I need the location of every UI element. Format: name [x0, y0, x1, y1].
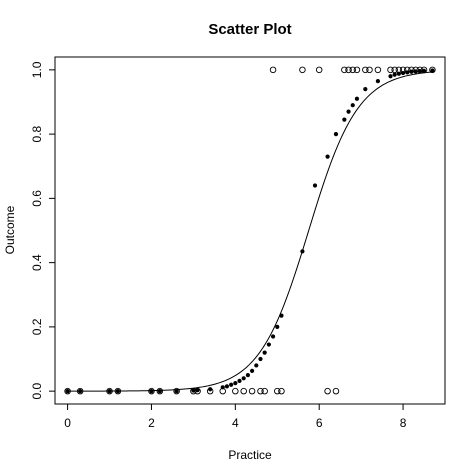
- fitted-point: [220, 385, 225, 390]
- observed-point: [257, 387, 264, 395]
- fitted-point: [430, 68, 435, 73]
- observed-point: [232, 387, 239, 395]
- fitted-point: [346, 109, 351, 114]
- fitted-point: [266, 342, 271, 347]
- fitted-point: [400, 70, 406, 76]
- fitted-point: [78, 389, 83, 394]
- fit-curve-line: [67, 71, 433, 392]
- fitted-point: [174, 389, 179, 394]
- fitted-point: [249, 368, 255, 374]
- fitted-point: [409, 69, 414, 74]
- observed-point: [349, 66, 356, 74]
- observed-point: [64, 387, 71, 395]
- fitted-point: [224, 384, 230, 389]
- fitted-point: [195, 388, 200, 393]
- observed-point: [324, 387, 331, 395]
- x-axis-title: Practice: [228, 448, 272, 462]
- fitted-point: [396, 71, 401, 76]
- fitted-point: [107, 389, 112, 394]
- observed-point: [362, 66, 369, 74]
- observed-point: [156, 387, 164, 395]
- fit-curve-layer: [67, 71, 433, 392]
- observed-point: [148, 387, 155, 395]
- observed-point: [429, 66, 436, 74]
- points-layer: [64, 66, 436, 395]
- y-tick-label: 0.8: [30, 125, 44, 142]
- fitted-point: [149, 389, 154, 394]
- fitted-point: [229, 382, 234, 387]
- y-tick-label: 0.4: [30, 254, 44, 271]
- observed-point: [366, 66, 373, 74]
- fitted-point: [191, 388, 196, 393]
- observed-point: [299, 66, 306, 74]
- observed-point: [353, 66, 361, 74]
- fitted-point: [405, 70, 410, 75]
- x-tick-label: 8: [400, 416, 407, 430]
- observed-point: [114, 387, 122, 395]
- fitted-point: [325, 154, 330, 159]
- observed-point: [261, 387, 268, 395]
- observed-point: [278, 387, 285, 395]
- x-axis: 0 2 4 6 8: [64, 403, 407, 430]
- fitted-point: [342, 117, 347, 122]
- observed-point: [341, 66, 348, 74]
- fitted-point: [421, 68, 427, 73]
- fitted-point: [300, 249, 305, 254]
- observed-point: [76, 387, 84, 395]
- fitted-point: [392, 72, 397, 77]
- observed-point: [345, 66, 352, 74]
- observed-point: [387, 66, 394, 74]
- chart-title: Scatter Plot: [208, 21, 291, 38]
- fitted-point: [363, 87, 368, 92]
- fitted-point: [262, 350, 267, 355]
- y-tick-label: 0.2: [30, 318, 44, 335]
- y-tick-label: 0.6: [30, 190, 44, 207]
- x-tick-label: 6: [316, 416, 323, 430]
- fitted-point: [115, 389, 121, 394]
- fitted-point: [258, 356, 263, 362]
- fitted-point: [241, 376, 246, 381]
- observed-point: [274, 387, 281, 395]
- y-axis-title: Outcome: [3, 205, 17, 254]
- observed-point: [173, 387, 180, 395]
- observed-point: [248, 387, 256, 395]
- fitted-point: [157, 389, 162, 394]
- y-tick-label: 0.0: [30, 382, 44, 399]
- fitted-point: [388, 74, 393, 79]
- x-tick-label: 2: [148, 416, 155, 430]
- fitted-point: [312, 183, 318, 188]
- fitted-point: [413, 69, 418, 74]
- fitted-point: [417, 69, 422, 74]
- fitted-point: [254, 363, 259, 368]
- x-tick-label: 0: [64, 416, 71, 430]
- fitted-point: [350, 103, 355, 108]
- observed-point: [240, 387, 247, 395]
- observed-point: [332, 387, 340, 395]
- x-tick-label: 4: [232, 416, 239, 430]
- observed-point: [315, 66, 323, 74]
- fitted-point: [233, 381, 238, 386]
- fitted-point: [375, 78, 381, 84]
- fitted-point: [270, 334, 276, 339]
- fitted-point: [245, 372, 251, 378]
- observed-point: [269, 66, 277, 74]
- fitted-point: [208, 387, 213, 392]
- observed-point: [374, 66, 382, 74]
- fitted-point: [279, 313, 284, 318]
- fitted-point: [354, 96, 360, 101]
- fitted-point: [333, 132, 339, 137]
- y-axis: 0.0 0.2 0.4 0.6 0.8 1.0: [30, 61, 56, 399]
- fitted-point: [275, 324, 280, 329]
- fitted-point: [237, 378, 242, 383]
- observed-point: [106, 387, 113, 395]
- y-tick-label: 1.0: [30, 61, 44, 78]
- fitted-point: [65, 389, 70, 394]
